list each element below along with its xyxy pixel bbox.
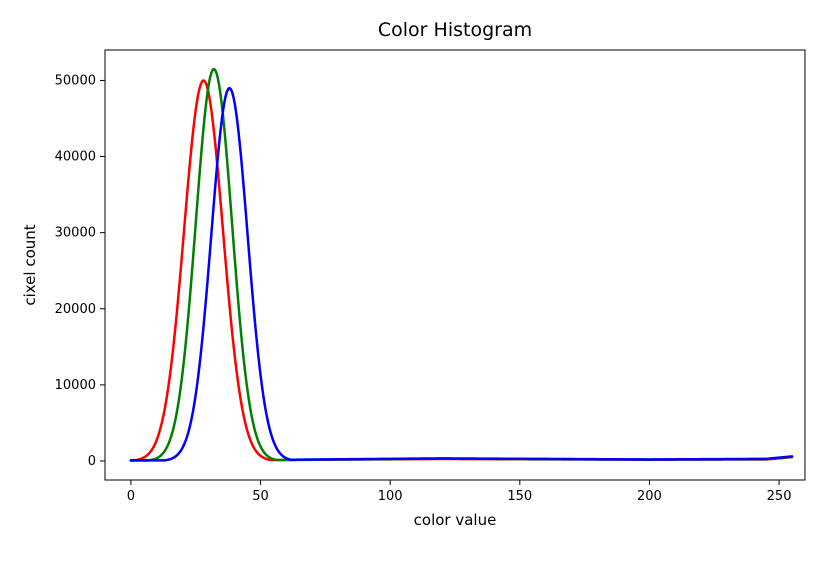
series-green xyxy=(131,69,792,460)
series-group xyxy=(131,69,792,460)
y-tick-label: 20000 xyxy=(55,302,96,317)
x-ticks: 0 50 100 150 200 250 xyxy=(127,480,792,504)
y-tick-label: 0 xyxy=(88,454,96,469)
y-tick-label: 10000 xyxy=(55,378,96,393)
series-blue xyxy=(131,88,792,460)
chart-svg: Color Histogram 0 50 100 150 200 250 0 10000 20… xyxy=(0,0,840,577)
y-tick-label: 40000 xyxy=(55,150,96,165)
y-tick-label: 50000 xyxy=(55,73,96,88)
x-tick-label: 250 xyxy=(767,489,792,504)
x-tick-label: 50 xyxy=(252,489,269,504)
series-red xyxy=(131,80,792,460)
x-tick-label: 150 xyxy=(507,489,532,504)
chart-title: Color Histogram xyxy=(378,19,532,41)
y-axis-label: cixel count xyxy=(21,224,39,305)
y-ticks: 0 10000 20000 30000 40000 50000 xyxy=(55,73,105,469)
x-tick-label: 0 xyxy=(127,489,135,504)
chart-container: Color Histogram 0 50 100 150 200 250 0 10000 20… xyxy=(0,0,840,577)
x-axis-label: color value xyxy=(414,511,497,529)
x-tick-label: 200 xyxy=(637,489,662,504)
x-tick-label: 100 xyxy=(378,489,403,504)
y-tick-label: 30000 xyxy=(55,226,96,241)
